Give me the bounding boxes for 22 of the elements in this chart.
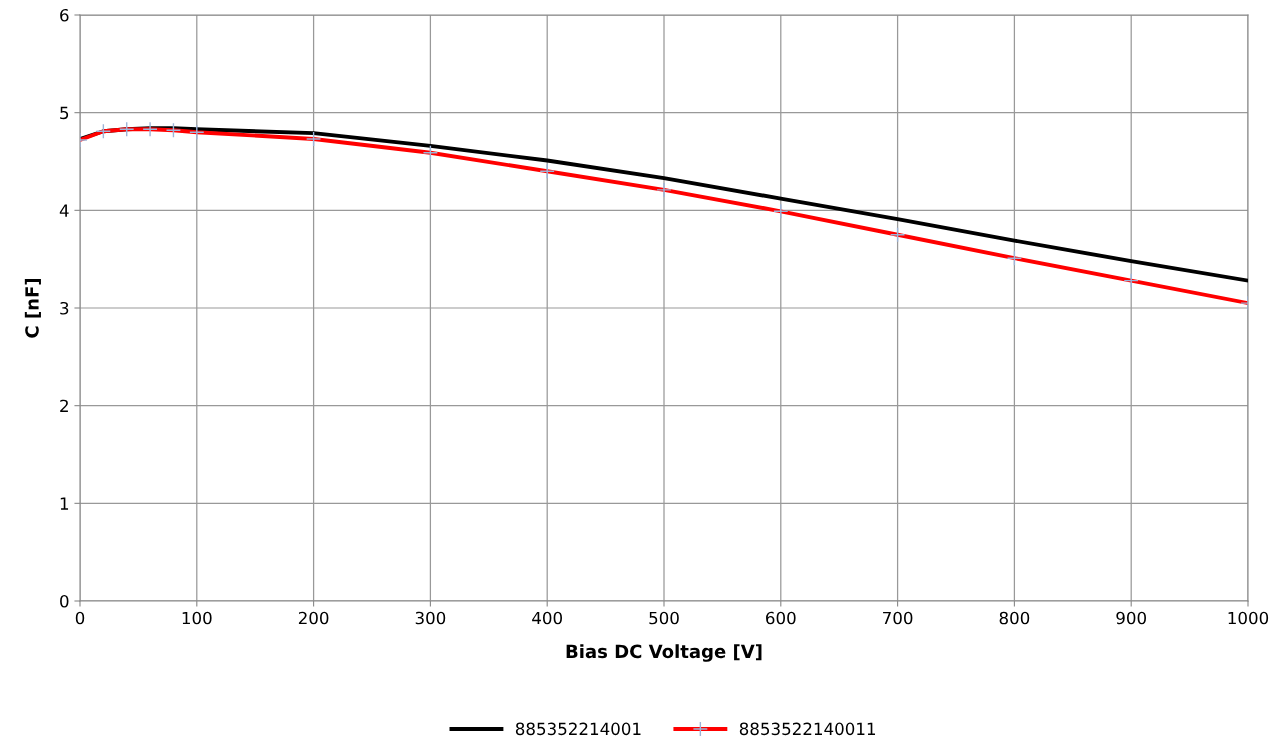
legend-label: 8853522140011 — [739, 722, 876, 736]
x-tick-label: 200 — [298, 611, 329, 625]
legend-label: 885352214001 — [515, 722, 641, 736]
y-tick-label: 0 — [60, 594, 69, 608]
x-tick-label: 900 — [1116, 611, 1146, 625]
x-tick-label: 700 — [883, 611, 913, 625]
y-tick-label: 6 — [60, 8, 69, 22]
y-tick-label: 4 — [59, 204, 69, 217]
x-tick-label: 400 — [532, 611, 562, 625]
x-tick-label: 800 — [999, 611, 1030, 625]
y-axis-title: C [nF] — [24, 278, 41, 338]
x-tick-label: 600 — [766, 611, 796, 625]
x-axis-title: Bias DC Voltage [V] — [566, 644, 762, 662]
x-tick-label: 1000 — [1228, 611, 1269, 625]
x-tick-label: 100 — [182, 611, 212, 625]
x-tick-label: 300 — [415, 611, 446, 625]
x-tick-label: 0 — [75, 611, 85, 625]
x-tick-label: 500 — [649, 611, 679, 625]
y-tick-label: 2 — [60, 399, 68, 412]
y-tick-label: 3 — [60, 301, 69, 315]
y-tick-label: 5 — [60, 106, 69, 120]
y-tick-label: 1 — [60, 497, 69, 510]
